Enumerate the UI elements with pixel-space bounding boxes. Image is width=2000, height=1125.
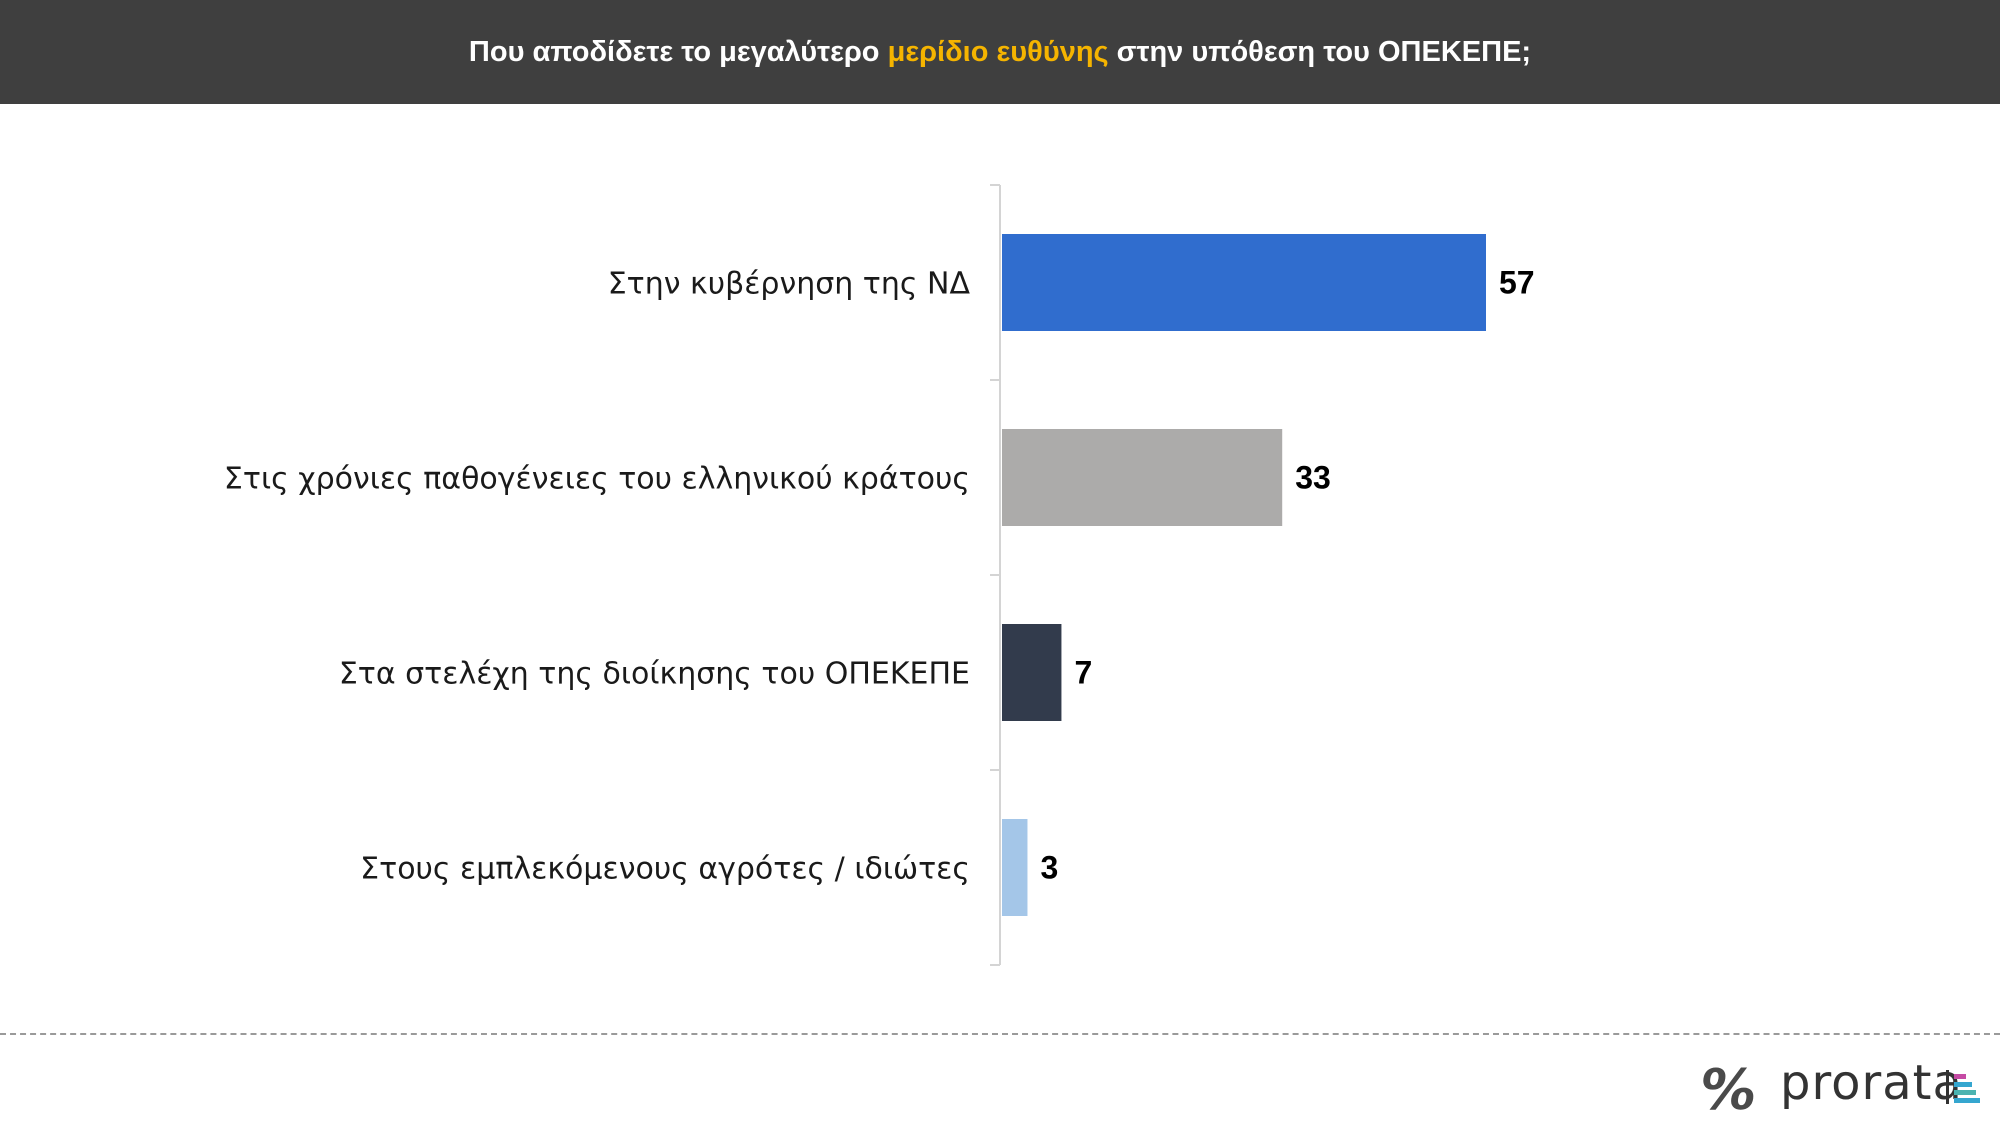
- category-label: Στα στελέχη της διοίκησης του ΟΠΕΚΕΠΕ: [339, 657, 970, 692]
- bar-chart: Στην κυβέρνηση της ΝΔ 57 Στις χρόνιες παθο…: [224, 184, 1535, 966]
- brand-mark-icon: [1946, 1070, 1980, 1104]
- header-bar: Που αποδίδετε το μεγαλύτερο μερίδιο ευθύ…: [0, 0, 2000, 104]
- data-label: 57: [1499, 265, 1535, 301]
- bar: [1002, 624, 1062, 721]
- data-label: 33: [1295, 460, 1331, 496]
- brand-logo: prorata: [1780, 1055, 1963, 1111]
- data-label: 3: [1040, 850, 1058, 886]
- bar: [1002, 819, 1028, 916]
- title-part-2: στην υπόθεση του ΟΠΕΚΕΠΕ;: [1108, 35, 1532, 68]
- footer-divider: [0, 1033, 2000, 1035]
- data-label: 7: [1074, 655, 1092, 691]
- bar: [1002, 429, 1283, 526]
- chart-title: Που αποδίδετε το μεγαλύτερο μερίδιο ευθύ…: [469, 36, 1531, 69]
- category-label: Στους εμπλεκόμενους αγρότες / ιδιώτες: [360, 852, 970, 887]
- category-label: Στην κυβέρνηση της ΝΔ: [608, 267, 971, 302]
- title-highlight: μερίδιο ευθύνης: [887, 35, 1109, 68]
- bar: [1002, 234, 1486, 331]
- title-part-1: Που αποδίδετε το μεγαλύτερο: [468, 35, 888, 68]
- category-label: Στις χρόνιες παθογένειες του ελληνικού κ…: [224, 462, 970, 497]
- percent-icon: %: [1695, 1058, 1761, 1123]
